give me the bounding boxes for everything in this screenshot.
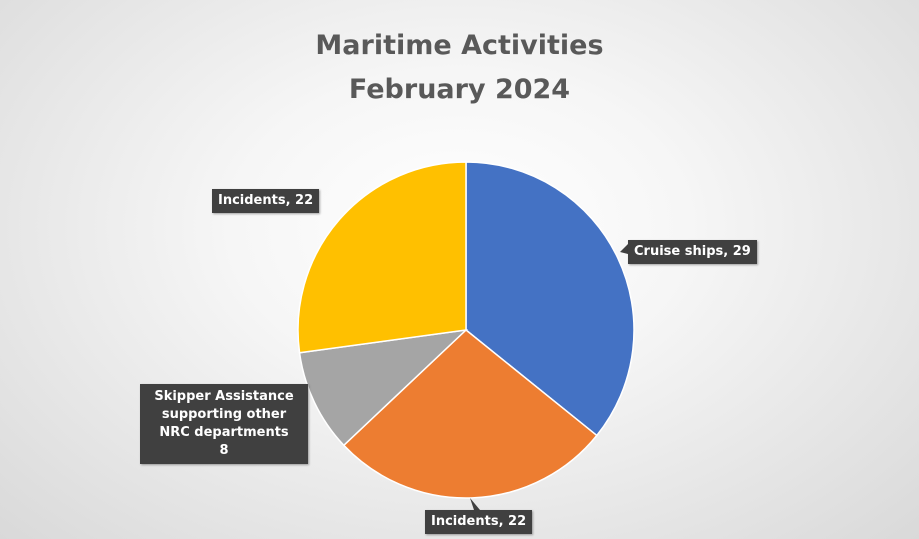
chart-title-line-2: February 2024: [348, 74, 571, 105]
pie-slice-cruise-ships: [465, 161, 635, 437]
chart-title-line-1: Maritime Activities: [315, 30, 604, 61]
data-label-skipper-line-3: NRC departments: [159, 425, 289, 440]
pie-slice-skipper-assistance: [298, 328, 469, 447]
data-label-cruise-ships: Cruise ships, 29: [628, 240, 757, 264]
pie-slice-incidents-bottom: [342, 329, 598, 499]
data-label-skipper-assistance: Skipper Assistance supporting other NRC …: [140, 384, 308, 464]
data-label-skipper-line-2: supporting other: [161, 407, 287, 422]
callout-pointer-incidents-bottom: [470, 498, 480, 510]
callout-pointer-cruise-ships: [620, 244, 628, 254]
pie-slice-incidents-top: [297, 161, 467, 354]
data-label-skipper-value: 8: [219, 443, 229, 458]
data-label-incidents-top: Incidents, 22: [212, 189, 320, 213]
data-label-incidents-bottom: Incidents, 22: [425, 510, 533, 534]
data-label-skipper-line-1: Skipper Assistance: [154, 389, 294, 404]
